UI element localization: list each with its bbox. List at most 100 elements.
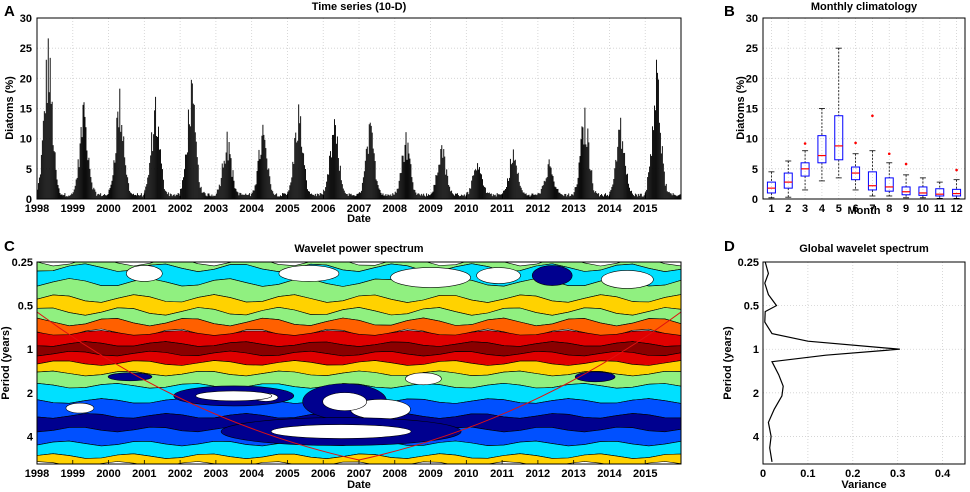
data-bar <box>310 193 312 199</box>
data-bar <box>105 195 107 199</box>
data-bar <box>143 193 145 199</box>
data-bar <box>574 187 576 199</box>
panel-c-title: Wavelet power spectrum <box>294 243 423 255</box>
data-bar <box>197 164 199 199</box>
data-bar <box>461 195 463 199</box>
x-tick-label-2008: 2008 <box>383 203 407 215</box>
data-bar <box>215 195 217 199</box>
box-iqr <box>952 188 962 197</box>
x-tick-label-2014: 2014 <box>597 203 622 215</box>
data-bar <box>468 194 470 199</box>
panel-d-x-ticks: 0 0.1 0.2 0.3 0.4 <box>760 468 951 480</box>
data-bar <box>280 195 282 199</box>
data-bar <box>160 149 161 199</box>
data-bar <box>63 194 65 199</box>
y-tick-label-10: 10 <box>20 134 32 146</box>
data-bar <box>333 119 335 199</box>
data-bar <box>678 195 680 199</box>
x-tick-label-2004: 2004 <box>239 468 264 480</box>
x-tick-label-2011: 2011 <box>490 203 514 215</box>
data-bar <box>80 127 82 199</box>
month-tick-label-7: 7 <box>869 203 875 215</box>
month-tick-label-12: 12 <box>950 203 962 215</box>
data-bar <box>297 140 299 199</box>
data-bar <box>558 192 560 199</box>
panel-d-title: Global wavelet spectrum <box>799 243 929 255</box>
box-iqr <box>918 186 928 196</box>
x-tick-label-2005: 2005 <box>275 468 299 480</box>
data-bar <box>255 184 257 199</box>
data-bar <box>432 191 434 199</box>
data-bar <box>241 194 243 199</box>
data-bar <box>459 195 461 199</box>
data-bar <box>116 117 118 199</box>
data-bar <box>107 194 108 199</box>
data-bar <box>606 194 608 199</box>
data-bar <box>624 152 626 199</box>
data-bar <box>597 193 599 199</box>
data-bar <box>448 184 450 199</box>
data-bar <box>535 194 537 199</box>
data-bar <box>273 193 275 199</box>
data-bar <box>657 79 659 199</box>
data-bar <box>339 165 341 199</box>
data-bar <box>403 161 405 199</box>
data-bar <box>212 196 214 199</box>
box-iqr <box>834 115 844 161</box>
month-tick-label-11: 11 <box>934 203 946 215</box>
data-bar <box>270 184 272 199</box>
data-bar <box>510 164 512 199</box>
data-bar <box>362 177 364 199</box>
data-bar <box>335 143 337 199</box>
data-bar <box>234 188 236 199</box>
data-bar <box>460 194 462 199</box>
data-bar <box>235 188 237 199</box>
data-bar <box>263 134 265 199</box>
data-bar <box>505 188 506 199</box>
data-bar <box>539 193 541 199</box>
data-bar <box>672 193 674 199</box>
x-tick-label-2009: 2009 <box>418 203 442 215</box>
data-bar <box>487 193 489 199</box>
x-tick-label-2003: 2003 <box>204 468 228 480</box>
data-bar <box>360 190 362 199</box>
data-bar <box>290 182 292 199</box>
x-tick-label-2004: 2004 <box>239 203 264 215</box>
month-tick-label-2: 2 <box>785 203 791 215</box>
data-bar <box>321 194 323 199</box>
data-bar <box>534 194 536 199</box>
data-bar <box>190 79 192 199</box>
data-bar <box>305 168 307 199</box>
data-bar <box>585 144 587 199</box>
data-bar <box>216 189 218 199</box>
data-bar <box>258 149 260 199</box>
data-bar <box>222 167 224 199</box>
y-tick-label-5: 5 <box>26 164 32 176</box>
data-bar <box>253 190 255 199</box>
x-tick-label-2006: 2006 <box>311 203 335 215</box>
data-bar <box>306 180 307 199</box>
data-bar <box>181 188 183 199</box>
data-bar <box>341 184 343 199</box>
y-tick-label-20: 20 <box>20 73 32 85</box>
data-bar <box>117 111 119 199</box>
data-bar <box>507 178 508 199</box>
x-tick-label-2001: 2001 <box>132 468 156 480</box>
box-iqr <box>935 188 945 197</box>
x-tick-label-1998: 1998 <box>25 203 49 215</box>
data-bar <box>261 135 263 199</box>
data-bar <box>48 92 50 199</box>
data-bar <box>442 157 444 199</box>
data-bar <box>298 104 300 199</box>
data-bar <box>523 192 525 199</box>
data-bar <box>392 193 394 199</box>
data-bar <box>457 195 459 199</box>
data-bar <box>602 195 604 199</box>
y-tick-label-5: 5 <box>752 164 758 176</box>
data-bar <box>109 188 111 199</box>
data-bar <box>274 195 276 199</box>
outlier-point <box>955 168 958 172</box>
data-bar <box>189 126 191 199</box>
y-tick-label-4: 4 <box>27 431 34 443</box>
power-feature <box>531 265 573 286</box>
